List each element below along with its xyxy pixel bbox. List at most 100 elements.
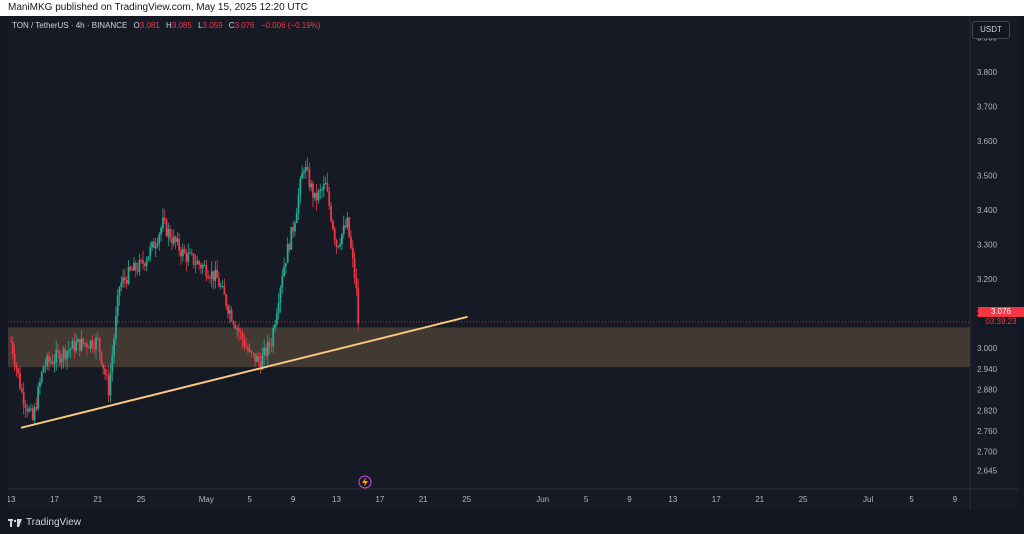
candle-body	[187, 253, 190, 262]
y-tick-label: 2.645	[977, 467, 998, 476]
x-tick-label: 17	[375, 495, 384, 504]
x-tick-label: 21	[93, 495, 102, 504]
footer-bar: TradingView	[0, 512, 1024, 534]
candle-body	[176, 238, 179, 243]
chart-svg[interactable]: 3.9003.8003.7003.6003.5003.4003.3003.200…	[8, 17, 1018, 510]
candle-body	[266, 341, 269, 356]
candle-body	[299, 178, 302, 196]
candle-body	[279, 287, 282, 303]
candle-body	[183, 248, 186, 254]
candle-body	[169, 229, 172, 239]
y-tick-label: 2.760	[977, 427, 998, 436]
lightning-icon	[358, 475, 372, 489]
candle-body	[44, 365, 47, 367]
x-tick-label: 5	[584, 495, 589, 504]
x-tick-label: 25	[137, 495, 146, 504]
candle-body	[328, 191, 331, 206]
candle-body	[205, 265, 208, 277]
candle-body	[355, 277, 358, 289]
y-tick-label: 2.700	[977, 448, 998, 457]
candle-body	[322, 184, 325, 190]
candle-body	[337, 246, 340, 248]
candle-body	[241, 332, 244, 340]
candle-body	[136, 270, 139, 272]
candle-body	[22, 392, 25, 405]
candle-body	[203, 265, 206, 266]
candle-body	[62, 349, 65, 359]
candle-body	[11, 341, 14, 354]
candle-body	[212, 271, 215, 281]
candle-body	[181, 248, 184, 257]
candle-body	[257, 356, 260, 361]
candle-body	[223, 285, 226, 295]
candle-body	[357, 288, 360, 324]
x-tick-label: 13	[332, 495, 341, 504]
x-tick-label: 9	[627, 495, 632, 504]
chart-pane[interactable]: 3.9003.8003.7003.6003.5003.4003.3003.200…	[8, 17, 1024, 510]
symbol-label[interactable]: TON / TetherUS · 4h · BINANCE	[12, 21, 128, 30]
candle-body	[102, 363, 105, 369]
publish-banner: ManiMKG published on TradingView.com, Ma…	[0, 0, 1024, 16]
x-tick-label: 17	[712, 495, 721, 504]
candle-body	[118, 286, 121, 296]
y-tick-label: 3.700	[977, 102, 998, 111]
candle-body	[324, 182, 327, 185]
trendline	[20, 316, 468, 429]
candle-body	[163, 217, 166, 220]
candle-body	[286, 244, 289, 263]
x-tick-label: 13	[8, 495, 16, 504]
last-price-value: 3.076	[990, 307, 1012, 316]
y-tick-label: 2.940	[977, 365, 998, 374]
x-tick-label: 17	[50, 495, 59, 504]
candle-body	[221, 285, 224, 287]
candle-body	[26, 408, 29, 412]
candle-body	[232, 321, 235, 325]
candle-body	[259, 360, 262, 370]
candle-body	[252, 352, 255, 354]
currency-button[interactable]: USDT	[972, 21, 1010, 39]
candle-body	[84, 343, 87, 345]
candle-body	[331, 220, 334, 230]
candle-body	[42, 366, 45, 373]
candle-body	[227, 306, 229, 314]
candle-body	[114, 316, 117, 340]
candle-body	[326, 182, 329, 192]
candle-body	[225, 294, 228, 307]
candle-body	[113, 339, 115, 356]
candle-body	[306, 166, 309, 170]
candle-body	[167, 229, 170, 237]
tradingview-logo[interactable]: TradingView	[8, 517, 81, 528]
candle-body	[31, 408, 34, 420]
candle-body	[192, 253, 195, 265]
candle-body	[275, 313, 278, 325]
candle-body	[29, 408, 32, 410]
candle-body	[147, 256, 150, 261]
candle-body	[210, 271, 213, 279]
candle-body	[174, 236, 177, 243]
candle-body	[246, 347, 249, 352]
candle-body	[254, 353, 257, 362]
candle-body	[152, 241, 155, 249]
ohlc-legend: TON / TetherUS · 4h · BINANCE O3.081 H3.…	[12, 21, 320, 30]
x-tick-label: May	[199, 495, 214, 504]
candle-body	[78, 339, 81, 351]
candle-body	[277, 302, 280, 314]
support-zone	[8, 327, 970, 368]
candle-body	[20, 388, 23, 393]
candle-body	[180, 250, 182, 257]
candle-body	[120, 282, 123, 287]
candle-body	[219, 286, 222, 288]
candle-body	[140, 260, 143, 261]
y-tick-label: 3.400	[977, 206, 998, 215]
high-label: H	[166, 21, 172, 30]
candle-body	[290, 227, 293, 250]
candle-body	[237, 328, 240, 332]
candle-body	[48, 356, 50, 363]
candle-body	[353, 258, 356, 278]
y-tick-label: 3.300	[977, 241, 998, 250]
candle-body	[69, 348, 72, 350]
candle-body	[86, 343, 88, 348]
candle-body	[64, 349, 67, 360]
candle-body	[295, 212, 298, 223]
